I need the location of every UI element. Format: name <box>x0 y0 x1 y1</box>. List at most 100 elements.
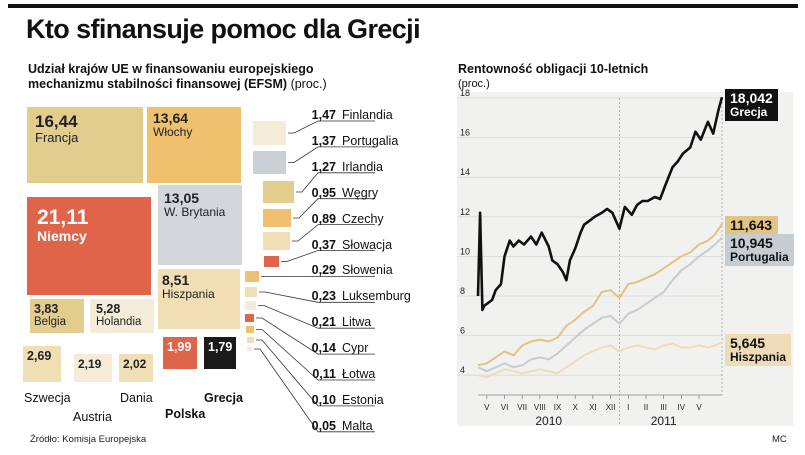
country-list-name: Luksemburg <box>342 289 411 304</box>
treemap-value: 21,11 <box>37 206 89 229</box>
country-list-item-estonia: 0,10 Estonia <box>302 393 384 407</box>
treemap-country: W. Brytania <box>164 204 226 219</box>
treemap-outer-label-szwecja: Szwecja <box>24 391 71 405</box>
country-list-item-luksemburg: 0,23 Luksemburg <box>302 289 411 303</box>
treemap-tile-francja: 16,44 Francja <box>26 106 144 184</box>
treemap-tile-hiszpania: 8,51 Hiszpania <box>157 268 241 330</box>
leader-line-portugalia <box>288 146 375 163</box>
country-list-name: Estonia <box>342 392 384 407</box>
treemap-label-belgia: 3,83 Belgia <box>34 302 66 329</box>
country-list-name: Czechy <box>342 211 384 226</box>
end-value: 18,042 <box>730 90 773 107</box>
treemap-tile-austria: 2,19 <box>73 353 113 383</box>
treemap-country: Belgia <box>34 316 66 329</box>
treemap-country: Holandia <box>96 316 142 329</box>
treemap-tile-litwa <box>244 300 257 311</box>
leader-line-estonia <box>256 339 375 407</box>
treemap-subtitle: Udział krajów UE w finansowaniu europejs… <box>28 62 328 92</box>
treemap-tile-slowacja <box>263 255 280 268</box>
country-list-item-czechy: 0,89 Czechy <box>302 212 384 226</box>
year-label: 2011 <box>651 414 677 428</box>
country-list-name: Finlandia <box>342 108 393 122</box>
treemap-label-w-brytania: 13,05 W. Brytania <box>164 191 225 218</box>
treemap-value: 5,28 <box>96 302 121 316</box>
leader-line-cypr <box>256 317 375 355</box>
leader-line-malta <box>254 348 375 433</box>
treemap-outer-label-dania: Dania <box>120 391 153 405</box>
treemap-tile-niemcy: 21,11 Niemcy <box>26 196 152 296</box>
series-line-hiszpania <box>477 341 723 379</box>
treemap-tile-luksemburg <box>244 286 258 298</box>
treemap-label-austria: 2,19 <box>78 358 101 371</box>
end-series-name: Portugalia <box>730 249 789 264</box>
country-list-name: Łotwa <box>342 367 376 381</box>
leader-line-litwa <box>258 305 375 329</box>
treemap-outer-label-polska: Polska <box>165 407 206 421</box>
treemap-tile-slowenia <box>244 270 260 283</box>
country-list-item-portugalia: 1,37 Portugalia <box>302 133 399 148</box>
end-value: 5,645 <box>730 334 766 351</box>
month-label: VIII <box>534 403 546 412</box>
treemap-tile-szwecja: 2,69 <box>22 345 62 383</box>
y-tick-label: 18 <box>460 88 470 98</box>
country-list-name: Cypr <box>342 341 369 356</box>
treemap-label-niemcy: 21,11 Niemcy <box>37 206 89 245</box>
month-label: VI <box>501 403 509 412</box>
y-tick-label: 4 <box>460 365 465 375</box>
treemap-label-polska: 1,99 <box>167 340 191 354</box>
treemap-tile-wlochy: 13,64 Włochy <box>146 106 242 184</box>
treemap-value: 16,44 <box>35 112 78 131</box>
treemap-country: Niemcy <box>37 228 87 245</box>
series-line-irlandia <box>477 223 723 367</box>
month-label: II <box>644 403 648 412</box>
country-list-name: Słowacja <box>342 237 393 252</box>
treemap-value: 13,05 <box>164 190 200 206</box>
treemap-label-szwecja: 2,69 <box>27 349 52 363</box>
treemap-tile-dania: 2,02 <box>118 353 154 383</box>
treemap-tile-holandia: 5,28 Holandia <box>89 298 155 334</box>
country-list-value: 0,89 <box>311 211 336 226</box>
treemap-value: 2,02 <box>123 357 147 371</box>
country-list-item-irlandia: 1,27 Irlandia <box>302 160 383 174</box>
treemap-tile-lotwa <box>245 325 255 334</box>
treemap-value: 2,19 <box>78 357 102 371</box>
treemap-tile-cypr <box>244 313 255 323</box>
treemap-tile-w-brytania: 13,05 W. Brytania <box>157 184 243 266</box>
series-end-tag-portugalia: 10,945 Portugalia <box>725 233 794 266</box>
month-label: XI <box>589 403 597 412</box>
country-list-item-finlandia: 1,47 Finlandia <box>302 108 393 122</box>
country-list-value: 0,05 <box>311 418 336 433</box>
end-series-name: Grecja <box>730 105 768 120</box>
month-label: XII <box>606 403 616 412</box>
country-list-name: Portugalia <box>342 133 399 148</box>
treemap-label-dania: 2,02 <box>123 358 146 371</box>
treemap-tile-belgia: 3,83 Belgia <box>29 298 85 334</box>
treemap-country: Włochy <box>153 124 193 139</box>
country-list-value: 1,47 <box>311 108 336 122</box>
country-list-item-slowacja: 0,37 Słowacja <box>302 238 392 252</box>
treemap-value: 2,69 <box>27 349 52 363</box>
leader-line-slowacja <box>281 250 375 262</box>
treemap-value: 13,64 <box>153 110 189 126</box>
month-label: IX <box>554 403 562 412</box>
treemap-tile-malta <box>246 346 253 352</box>
country-list-item-lotwa: 0,11 Łotwa <box>302 367 375 381</box>
series-line-grecja <box>476 96 724 312</box>
end-value: 11,643 <box>730 216 773 233</box>
treemap-tile-grecja: 1,79 <box>203 336 237 370</box>
country-list-value: 0,37 <box>311 237 336 252</box>
treemap-label-francja: 16,44 Francja <box>35 113 78 144</box>
treemap-country: Francja <box>35 129 79 145</box>
country-list-name: Irlandia <box>342 159 383 174</box>
top-rule <box>8 4 798 8</box>
treemap-label-wlochy: 13,64 Włochy <box>153 111 192 138</box>
country-list-value: 0,95 <box>311 185 336 200</box>
source-note: Źródło: Komisja Europejska <box>30 434 147 445</box>
y-tick-label: 6 <box>460 326 465 336</box>
country-list-value: 0,10 <box>311 392 336 407</box>
country-list-name: Słowenia <box>342 263 393 278</box>
treemap-tile-czechy <box>262 231 291 251</box>
y-tick-label: 16 <box>460 128 470 138</box>
